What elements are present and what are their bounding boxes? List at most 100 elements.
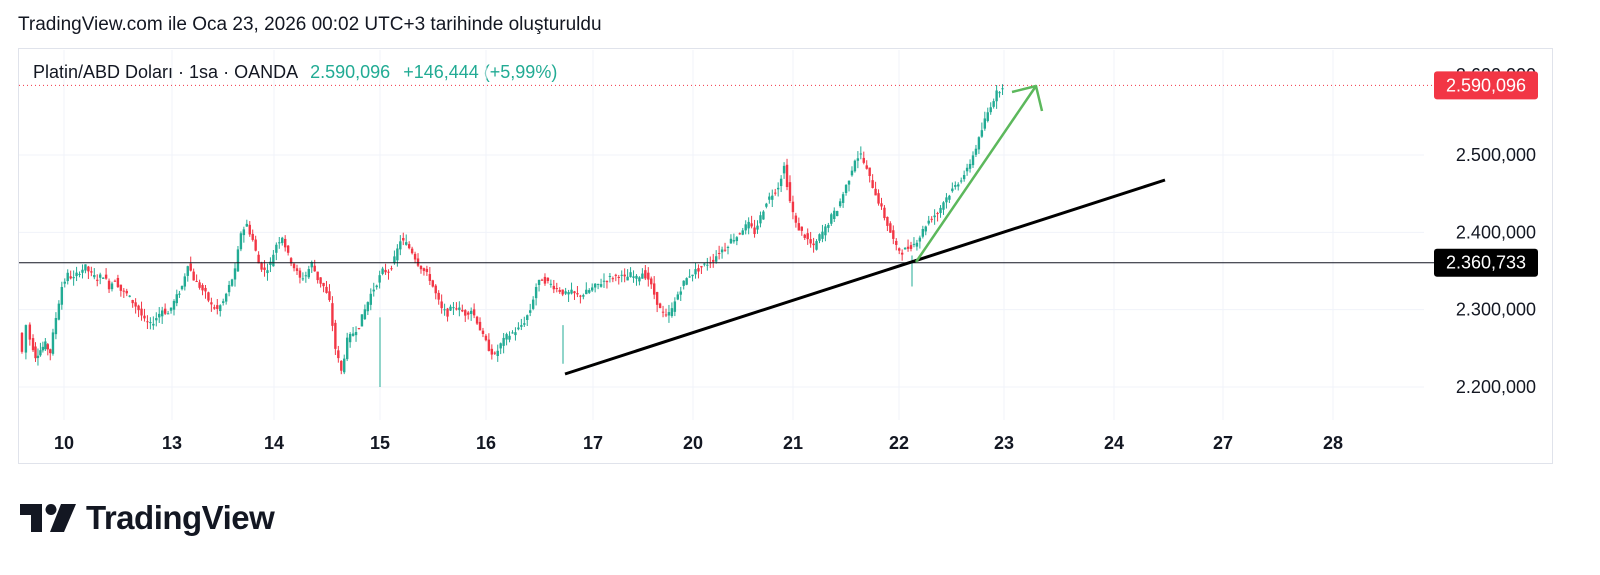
candle-body [942, 202, 945, 210]
candle-body [750, 223, 753, 227]
last-price: 2.590,096 [310, 62, 391, 82]
candle-body [738, 233, 741, 235]
candle-body [20, 332, 24, 352]
candle-body [898, 248, 901, 251]
candle-body [57, 303, 61, 320]
candle-body [24, 325, 28, 353]
candle-body [883, 207, 886, 219]
candle-body [661, 311, 665, 313]
candle-body [685, 278, 688, 285]
candle-body [620, 274, 623, 276]
candle-body [334, 322, 337, 349]
candle-body [576, 293, 579, 295]
candle-body [954, 185, 957, 187]
chart-frame[interactable] [18, 48, 1553, 464]
candle-body [650, 278, 653, 285]
candle-body [149, 322, 152, 324]
candle-body [582, 295, 585, 297]
candle-body [936, 213, 939, 215]
candle-body [351, 333, 355, 336]
candle-body [508, 335, 511, 340]
candle-body [175, 294, 178, 304]
candle-body [602, 280, 606, 282]
candle-body [782, 165, 786, 174]
x-tick-label: 10 [54, 433, 74, 453]
candle-body [756, 225, 759, 230]
candle-body [425, 268, 429, 273]
candle-body [204, 287, 207, 292]
candle-body [266, 270, 269, 274]
candle-body [192, 271, 195, 281]
candle-body [626, 276, 629, 281]
candle-body [561, 289, 564, 295]
candle-body [809, 239, 812, 244]
candle-body [31, 338, 35, 351]
candle-body [36, 355, 40, 359]
candle-body [399, 241, 402, 250]
candle-body [788, 182, 792, 202]
candle-body [723, 249, 727, 251]
candle-body [428, 274, 432, 281]
candle-body [652, 283, 656, 295]
candle-body [664, 314, 668, 316]
arrow-line [914, 85, 1038, 263]
candle-body [611, 278, 615, 280]
candle-body [655, 292, 659, 305]
candle-body [251, 233, 254, 240]
candle-body [741, 230, 744, 235]
candle-body [1001, 88, 1004, 90]
candle-body [51, 332, 55, 354]
candle-body [310, 262, 313, 268]
candle-body [667, 312, 671, 316]
candle-body [75, 272, 78, 277]
candle-body [933, 215, 936, 218]
candle-body [529, 310, 532, 313]
tradingview-logo[interactable]: TradingView [20, 498, 275, 538]
candle-body [66, 272, 69, 282]
candle-body [169, 307, 173, 311]
candle-body [343, 358, 346, 373]
candle-body [452, 307, 455, 309]
candle-body [478, 321, 482, 331]
candle-body [396, 248, 399, 261]
candle-body [909, 245, 913, 249]
candle-body [537, 279, 541, 286]
x-tick-label: 17 [583, 433, 603, 453]
candle-body [847, 180, 851, 185]
candle-body [676, 294, 680, 300]
candle-body [155, 318, 158, 321]
candle-body [207, 292, 210, 301]
candle-body [464, 310, 467, 316]
candle-body [732, 240, 736, 242]
candle-body [39, 350, 42, 356]
candle-body [638, 277, 641, 282]
x-tick-label: 20 [683, 433, 703, 453]
candle-body [275, 244, 278, 253]
candle-body [915, 242, 919, 247]
candle-body [726, 246, 730, 248]
x-tick-label: 27 [1213, 433, 1233, 453]
candle-body [670, 308, 674, 317]
candle-body [549, 283, 553, 285]
candle-body [868, 167, 871, 177]
candle-body [90, 271, 93, 273]
candle-body [440, 301, 443, 309]
candle-body [502, 337, 505, 346]
candle-body [104, 274, 108, 279]
candle-body [301, 278, 305, 280]
candle-body [526, 315, 529, 321]
candle-body [269, 261, 272, 265]
candle-body [673, 301, 677, 312]
candle-body [635, 275, 638, 279]
candle-body [328, 291, 331, 301]
candle-body [951, 188, 954, 192]
candle-body [219, 305, 222, 312]
candle-body [856, 158, 860, 161]
candle-body [201, 285, 204, 291]
candle-body [278, 242, 281, 244]
candle-body [821, 231, 824, 239]
candle-body [803, 234, 806, 238]
candle-body [629, 272, 632, 278]
candle-body [647, 272, 650, 280]
